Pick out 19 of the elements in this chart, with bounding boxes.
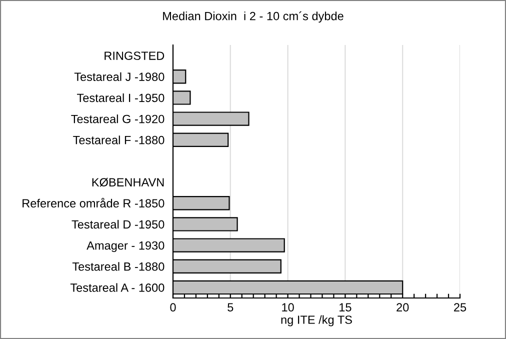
x-tick-label: 10	[282, 303, 294, 312]
y-tick-label: Testareal A - 1600	[70, 283, 164, 292]
x-tick-label: 15	[340, 303, 352, 312]
y-tick-label: Testareal B -1880	[72, 262, 164, 271]
y-tick-label: Reference område R -1850	[22, 198, 164, 208]
x-axis-title: ng ITE /kg TS	[281, 315, 352, 326]
y-tick-label: RINGSTED	[104, 52, 164, 60]
y-tick-label: Testareal I -1950	[77, 93, 164, 102]
x-tick-label: 5	[228, 303, 234, 312]
y-tick-label: Testareal F -1880	[73, 136, 164, 144]
x-tick-label: 0	[170, 303, 176, 312]
x-tick-label: 25	[454, 303, 466, 312]
y-tick-label: Testareal G -1920	[71, 114, 164, 124]
y-tick-label: Testareal J -1980	[74, 72, 164, 82]
x-tick-label: 20	[396, 303, 409, 312]
y-tick-label: Amager - 1930	[86, 241, 164, 252]
y-tick-label: KØBENHAVN	[92, 178, 164, 187]
chart-title: Median Dioxin i 2 - 10 cm´s dybde	[163, 11, 344, 23]
y-tick-label: Testareal D -1950	[72, 220, 164, 229]
